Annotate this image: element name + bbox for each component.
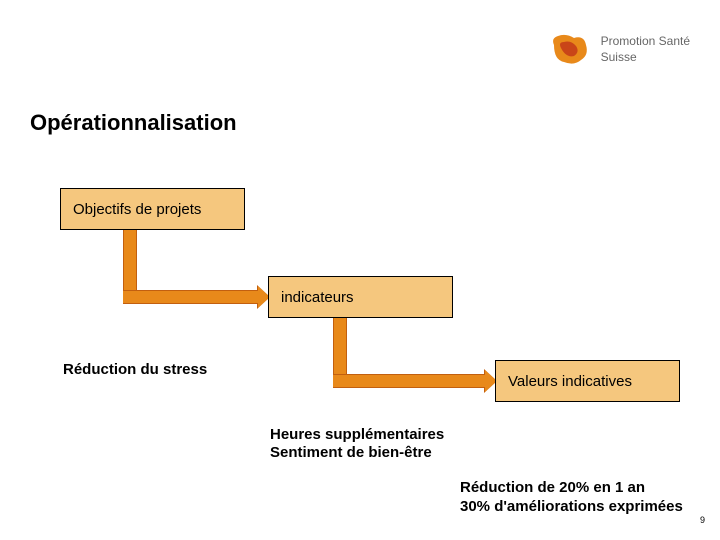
logo-area: Promotion Santé Suisse xyxy=(546,30,690,70)
box-objectifs-label: Objectifs de projets xyxy=(73,201,201,218)
subtitle-reduction-stress: Réduction du stress xyxy=(63,360,207,380)
page-number: 9 xyxy=(700,515,705,525)
box-objectifs: Objectifs de projets xyxy=(60,188,245,230)
logo-text: Promotion Santé Suisse xyxy=(601,34,690,65)
subtitle-reduction-20: Réduction de 20% en 1 an xyxy=(460,478,645,498)
box-indicateurs-label: indicateurs xyxy=(281,289,354,306)
logo-blob-icon xyxy=(546,30,591,70)
box-indicateurs: indicateurs xyxy=(268,276,453,318)
subtitle-30-ameliorations: 30% d'améliorations exprimées xyxy=(460,497,683,517)
logo-line1: Promotion Santé xyxy=(601,34,690,50)
subtitle-sentiment: Sentiment de bien-être xyxy=(270,443,432,463)
box-valeurs: Valeurs indicatives xyxy=(495,360,680,402)
logo-line2: Suisse xyxy=(601,50,690,66)
subtitle-heures: Heures supplémentaires xyxy=(270,425,444,445)
slide-title: Opérationnalisation xyxy=(30,110,237,136)
box-valeurs-label: Valeurs indicatives xyxy=(508,373,632,390)
